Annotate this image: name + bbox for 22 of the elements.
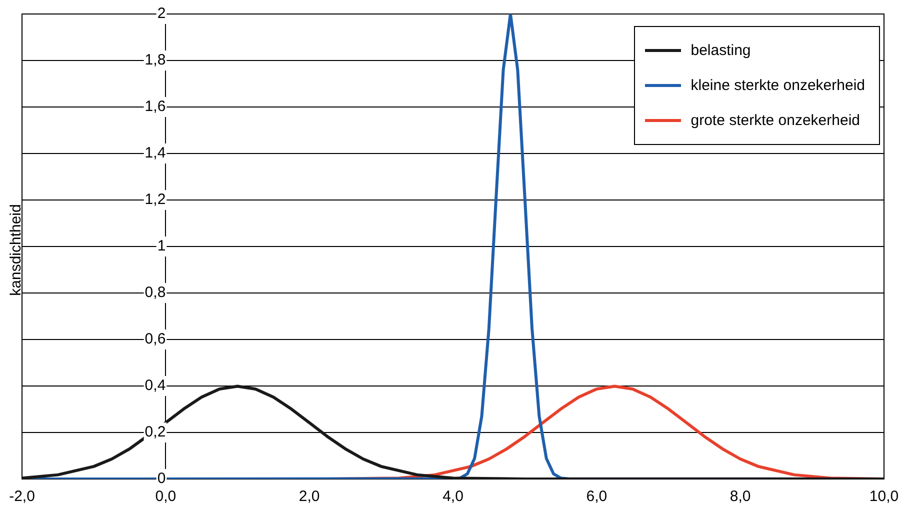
- legend-label: kleine sterkte onzekerheid: [690, 76, 865, 96]
- x-tick-label: -2,0: [9, 488, 35, 506]
- x-tick-label: 10,0: [869, 488, 899, 506]
- x-tick-label: 2,0: [298, 488, 320, 506]
- y-tick-label: 2: [157, 5, 166, 22]
- y-tick-label: 0,4: [144, 377, 166, 394]
- x-tick-label: 6,0: [586, 488, 608, 506]
- legend-label: belasting: [690, 41, 752, 61]
- x-tick-label: 4,0: [442, 488, 464, 506]
- y-tick-label: 1,4: [144, 144, 166, 162]
- y-tick-label: 0,6: [144, 330, 166, 348]
- y-tick-label: 1,8: [144, 52, 166, 69]
- y-tick-label: 1,2: [144, 191, 166, 208]
- y-tick-label: 0: [157, 470, 166, 488]
- y-tick-label: 1: [157, 238, 166, 255]
- y-tick-label: 0,2: [144, 424, 166, 441]
- x-tick-label: 0,0: [155, 488, 176, 506]
- y-axis-title: kansdichtheid: [8, 204, 24, 296]
- y-tick-label: 0,8: [144, 284, 166, 302]
- x-tick-label: 8,0: [730, 488, 751, 506]
- legend-label: grote sterkte onzekerheid: [690, 111, 861, 131]
- y-tick-label: 1,6: [144, 98, 166, 116]
